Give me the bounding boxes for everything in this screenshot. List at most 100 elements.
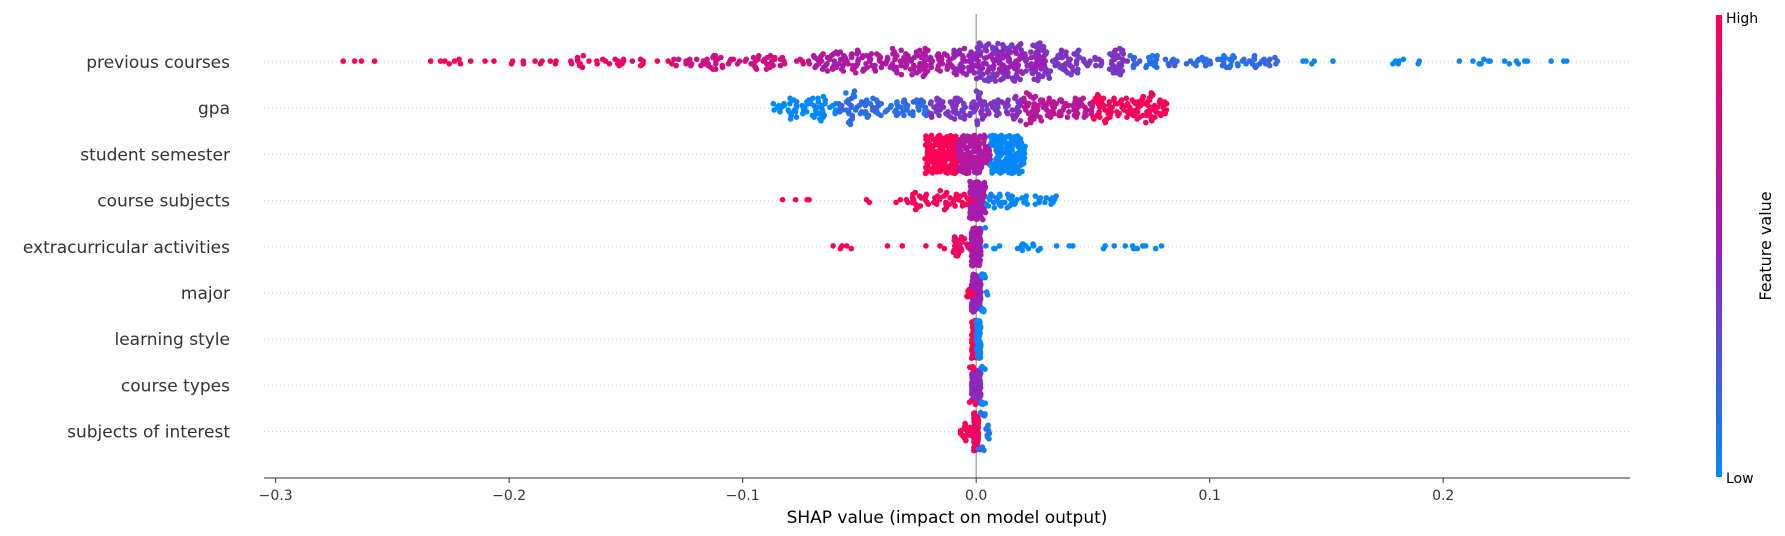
shap-point: [797, 56, 803, 63]
shap-point: [974, 170, 980, 176]
shap-point: [923, 191, 930, 198]
shap-point: [951, 234, 958, 240]
shap-point: [824, 68, 831, 74]
shap-point: [837, 56, 844, 63]
shap-point: [974, 179, 981, 185]
shap-point: [537, 61, 544, 67]
shap-point: [812, 64, 818, 71]
shap-point: [1183, 61, 1190, 67]
shap-point: [1097, 62, 1104, 69]
shap-point: [847, 121, 854, 128]
shap-point: [1515, 61, 1522, 67]
shap-point: [1112, 47, 1119, 54]
shap-point: [851, 88, 858, 94]
shap-point: [968, 49, 974, 55]
shap-point: [878, 112, 884, 119]
shap-point: [964, 293, 971, 300]
shap-point: [966, 68, 972, 74]
shap-point: [1014, 245, 1021, 252]
shap-point: [933, 201, 940, 207]
shap-point: [1039, 97, 1046, 103]
shap-point: [1094, 91, 1101, 98]
shap-point: [1267, 56, 1273, 63]
shap-point: [1009, 193, 1015, 199]
shap-point: [1081, 114, 1087, 120]
shap-point: [1005, 73, 1011, 80]
shap-point: [866, 199, 873, 206]
shap-point: [1052, 62, 1058, 69]
shap-point: [1075, 47, 1082, 54]
shap-point: [787, 95, 793, 102]
shap-point: [974, 216, 981, 222]
shap-point: [1058, 47, 1065, 54]
shap-point: [976, 40, 983, 46]
shap-point: [849, 51, 855, 57]
shap-point: [988, 191, 994, 198]
shap-point: [971, 447, 977, 454]
shap-point: [491, 58, 497, 64]
shap-point: [637, 62, 644, 69]
shap-point: [833, 49, 839, 55]
shap-point: [913, 97, 920, 103]
shap-point: [1009, 107, 1015, 113]
shap-point: [973, 75, 980, 82]
shap-point: [928, 99, 934, 105]
shap-point: [1037, 40, 1043, 46]
shap-point: [928, 64, 935, 71]
shap-point: [1107, 114, 1113, 120]
shap-point: [1025, 245, 1032, 252]
shap-point: [894, 70, 900, 76]
shap-point: [901, 97, 908, 103]
shap-point: [1004, 191, 1011, 198]
shap-point: [1022, 51, 1028, 57]
shap-point: [998, 132, 1005, 139]
shap-point: [371, 58, 378, 64]
shap-point: [1057, 97, 1063, 103]
shap-point: [520, 61, 527, 67]
shap-point: [898, 71, 905, 78]
shap-point: [884, 54, 891, 61]
shap-point: [943, 189, 950, 196]
shap-point: [1042, 199, 1048, 206]
shap-point: [340, 58, 347, 64]
shap-point: [1129, 97, 1136, 103]
shap-point: [1031, 116, 1037, 122]
shap-point: [864, 114, 871, 120]
shap-point: [1023, 193, 1029, 199]
shap-point: [907, 110, 913, 117]
shap-point: [983, 60, 989, 67]
shap-point: [992, 245, 998, 252]
shap-point: [912, 206, 919, 213]
shap-point: [1521, 58, 1528, 64]
shap-point: [970, 309, 976, 315]
shap-point: [1170, 56, 1176, 63]
shap-point: [963, 437, 969, 444]
shap-point: [916, 107, 922, 113]
x-tick-label: 0.2: [1432, 488, 1454, 504]
shap-point: [985, 422, 991, 429]
shap-point: [935, 51, 942, 57]
shap-point: [968, 215, 975, 222]
shap-point: [1143, 119, 1149, 126]
shap-point: [937, 243, 943, 249]
shap-point: [1215, 56, 1221, 63]
shap-point: [1096, 56, 1102, 63]
shap-point: [1107, 51, 1113, 57]
shap-point: [849, 66, 856, 72]
shap-point: [996, 191, 1003, 198]
shap-point: [810, 95, 816, 102]
shap-point: [977, 133, 983, 139]
shap-point: [903, 51, 909, 57]
shap-point: [725, 61, 732, 67]
shap-point: [976, 262, 982, 269]
shap-point: [810, 52, 817, 59]
shap-point: [1261, 56, 1267, 63]
shap-point: [831, 58, 838, 64]
shap-point: [928, 132, 935, 139]
shap-point: [983, 243, 989, 249]
shap-point: [750, 54, 757, 61]
shap-point: [1154, 52, 1160, 59]
shap-point: [1010, 77, 1016, 83]
shap-point: [874, 51, 880, 57]
shap-point: [952, 170, 958, 177]
